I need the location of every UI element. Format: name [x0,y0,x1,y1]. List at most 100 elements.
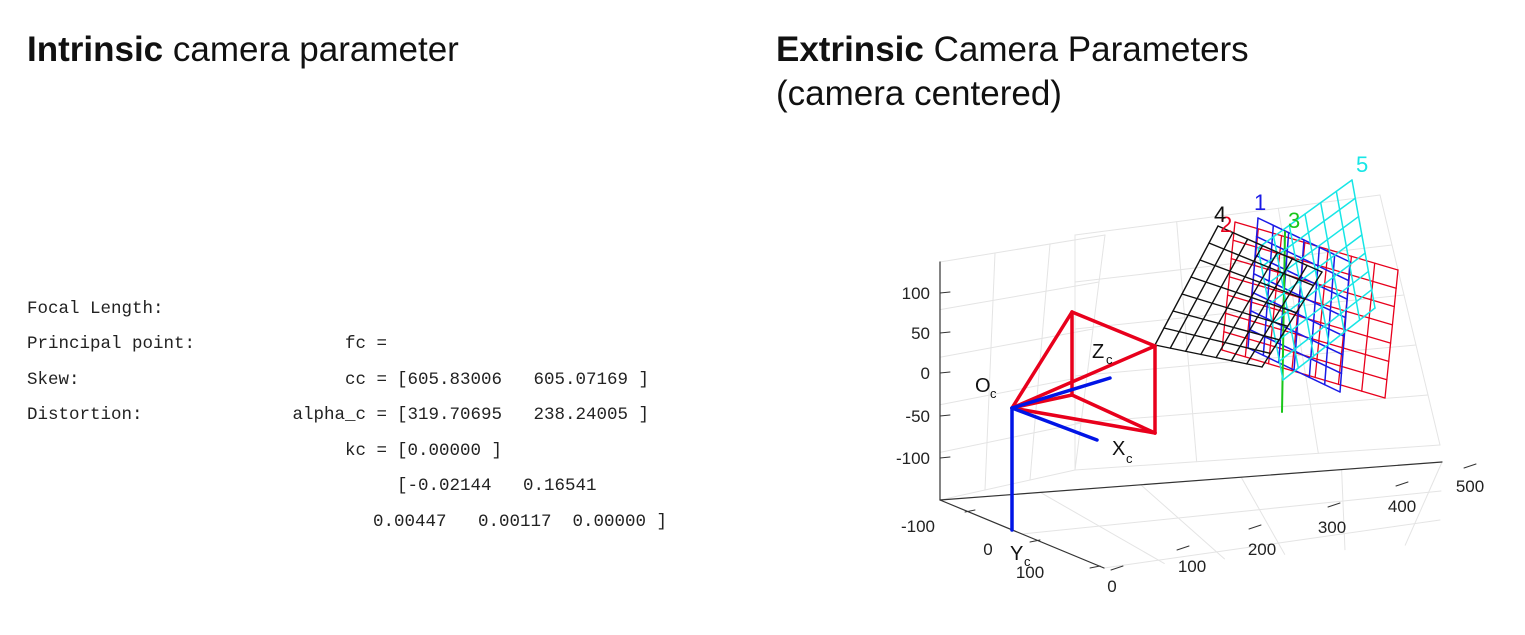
y-tick-label: 0 [983,540,992,559]
plane-1-grid [1250,310,1344,356]
plane-4-grid [1169,231,1234,349]
grid-line [1074,394,1429,424]
x-tick-label: 100 [1178,557,1206,576]
plane-5-grid [1282,307,1376,381]
plane-label-5: 5 [1356,152,1368,177]
camera-x-axis [1010,406,1099,442]
grid-line [984,252,996,491]
extrinsic-heading: Extrinsic Camera Parameters (camera cente… [776,28,1396,116]
param-row-skew: Skew: alpha_c = [0.00000 ] [27,327,502,461]
param-row-focal-length: Focal Length: fc = [605.83006 605.07169 … [27,256,649,390]
plane-4-grid [1163,327,1272,355]
grid-line [1074,444,1441,471]
plane-4-grid [1217,225,1323,273]
plane-3-line [1281,231,1286,413]
grid-line [1140,484,1225,560]
camera-y-subscript: c [1024,554,1031,569]
param-value: [0.00000 ] [397,440,503,461]
extrinsic-heading-line2: (camera centered) [776,74,1062,113]
grid-line [1404,461,1443,546]
param-label: Principal point: [27,334,196,354]
plane-4-grid [1208,242,1315,287]
plane-1-grid [1252,272,1347,319]
z-tick-label: 50 [911,324,930,343]
z-tick-label: 0 [921,364,930,383]
plane-5-grid [1271,252,1366,325]
camera-frustum-edge [1010,344,1157,410]
x-tick [1395,481,1409,487]
intrinsic-parameter-list: Focal Length: fc = [605.83006 605.07169 … [27,256,667,532]
x-tick [1110,565,1124,571]
grid-line [1240,476,1286,555]
plane-2-grid [1221,221,1236,351]
camera-origin-subscript: c [990,386,997,401]
grid-line [1021,490,1442,535]
x-tick [1248,524,1262,530]
x-tick-label: 300 [1318,518,1346,537]
z-tick [939,371,951,374]
y-tick-label: 100 [1016,563,1044,582]
plane-4-grid [1261,271,1323,368]
grid-line [1074,344,1417,377]
z-tick [939,456,951,459]
intrinsic-heading-bold: Intrinsic [27,30,164,69]
grid-line [1379,194,1441,446]
plane-5-grid [1351,179,1376,309]
plane-4-grid [1154,225,1219,346]
plane-1-grid [1247,217,1259,349]
camera-x-subscript: c [1126,451,1133,466]
x-axis-line [939,461,1443,501]
camera-frustum-edge [1010,310,1074,410]
intrinsic-heading: Intrinsic camera parameter [27,28,459,72]
param-name: alpha_c = [292,405,387,425]
grid-line [1039,491,1165,564]
param-value: [319.70695 238.24005 ] [397,405,650,425]
plane-4-grid [1200,245,1264,356]
y-tick [1089,565,1101,569]
param-row-distortion: Distortion: kc = [-0.02144 0.16541 [27,363,597,496]
plane-label-4: 4 [1214,202,1226,227]
plane-label-1: 1 [1254,190,1266,215]
y-tick-label: -100 [901,517,935,536]
plane-5-grid [1257,179,1353,249]
camera-z-axis [1010,376,1112,410]
grid-line [939,469,1076,501]
plane-1-grid [1323,253,1336,386]
plane-4-grid [1154,344,1263,368]
grid-line [939,375,1088,406]
plane-1-grid [1254,254,1348,300]
z-tick-label: 100 [902,284,930,303]
plane-5-grid [1278,288,1373,362]
plane-4-grid [1172,310,1280,341]
plane-5-grid [1288,224,1315,357]
camera-z-label: Z [1092,341,1104,363]
z-tick [939,291,951,294]
extrinsic-heading-rest: Camera Parameters [923,30,1249,69]
param-label: Distortion: [27,405,143,425]
plane-5-grid [1260,197,1357,268]
grid-line [1341,469,1346,551]
camera-frustum-edge [1010,406,1157,435]
param-value: 0.00447 0.00117 0.00000 ] [373,511,668,532]
grid-line [939,281,1100,311]
x-tick [1463,463,1477,469]
plane-4-grid [1184,238,1249,352]
x-tick [1327,502,1341,508]
plane-label-2: 2 [1220,212,1232,237]
plane-4-grid [1181,293,1289,327]
grid-line [1074,194,1381,236]
plane-5-grid [1264,215,1360,287]
grid-line [1074,234,1106,471]
param-name: fc = [344,334,387,354]
x-tick-label: 500 [1456,477,1484,496]
z-tick [939,331,951,334]
y-tick [964,509,976,513]
param-row-distortion-continued: 0.00447 0.00117 0.00000 ] [27,398,667,532]
plane-4-grid [1199,259,1306,300]
param-value: [-0.02144 0.16541 [397,476,597,496]
grid-line [939,328,1094,358]
param-row-principal-point: Principal point: cc = [319.70695 238.240… [27,292,649,425]
plane-5-grid [1319,201,1346,333]
z-tick-label: -50 [905,407,930,426]
